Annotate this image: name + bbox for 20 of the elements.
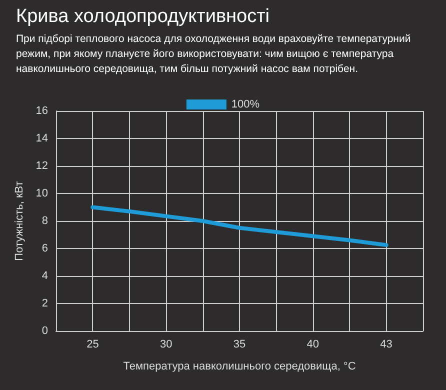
x-tick-label: 43 bbox=[380, 338, 392, 350]
x-tick-label: 40 bbox=[306, 338, 320, 350]
y-tick-label: 8 bbox=[42, 215, 48, 227]
line-series bbox=[90, 205, 388, 248]
y-tick-label: 0 bbox=[42, 325, 48, 337]
y-tick-label: 12 bbox=[36, 160, 48, 172]
chart-title: Крива холодопродуктивності bbox=[16, 6, 270, 28]
y-tick-label: 14 bbox=[36, 132, 48, 144]
y-tick-label: 4 bbox=[42, 270, 48, 282]
x-tick-label: 35 bbox=[233, 338, 246, 350]
x-tick-label: 30 bbox=[160, 338, 172, 350]
y-tick-label: 16 bbox=[36, 105, 48, 117]
chart-subtitle: При підборі теплового насоса для охолодження води враховуйте температурний режим, при якому плануєте його використовувати: чим вищою є температура навколишнього середовища, тим більш потужний насос вам потрібен. bbox=[16, 32, 412, 77]
y-axis-title: Потужність, кВт bbox=[13, 181, 26, 261]
y-tick-label: 2 bbox=[42, 298, 48, 310]
y-tick-label: 10 bbox=[36, 188, 48, 200]
x-tick-label: 25 bbox=[86, 338, 99, 350]
legend-label: 100% bbox=[231, 98, 260, 110]
y-tick-label: 6 bbox=[42, 242, 48, 254]
x-axis-title: Температура навколишнього середовища, °C bbox=[123, 360, 356, 372]
